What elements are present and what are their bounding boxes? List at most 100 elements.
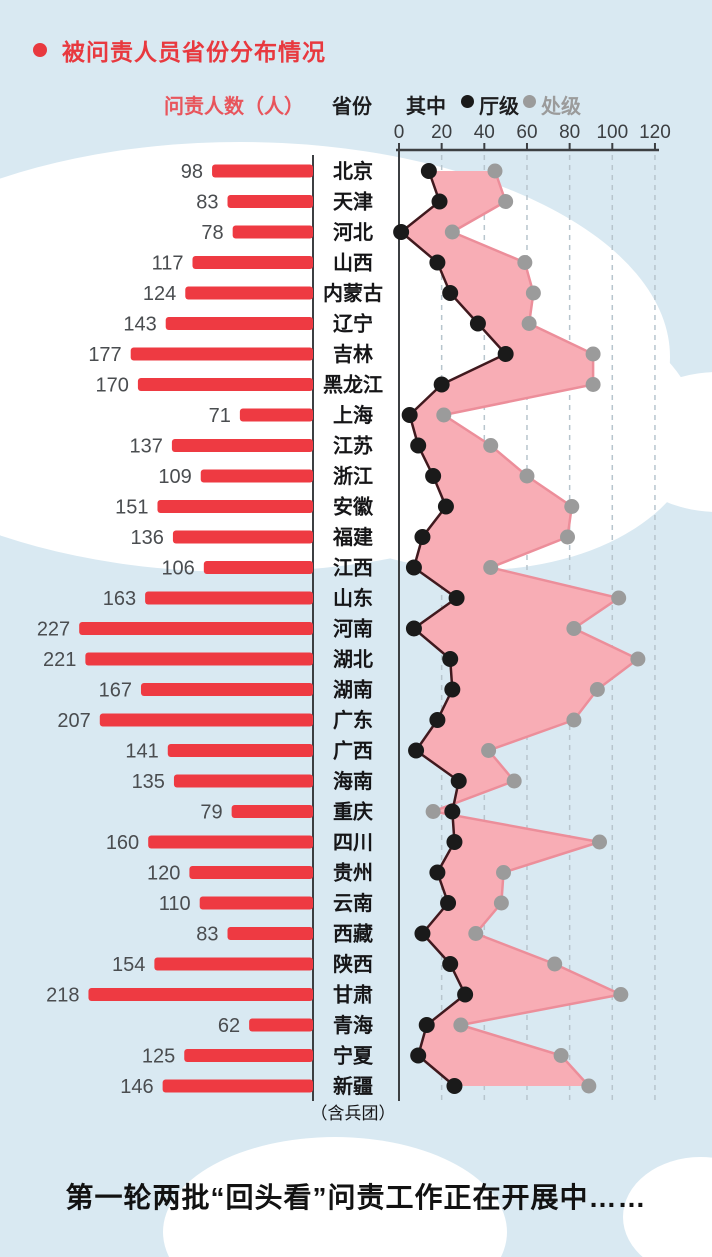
- bullet-icon: [33, 43, 47, 57]
- province-bar: [231, 805, 313, 818]
- tingji-dot: [497, 346, 514, 362]
- province-bar: [185, 286, 313, 300]
- bar-value-label: 221: [43, 649, 76, 671]
- axis-tick-label: 40: [474, 122, 495, 143]
- province-bar: [249, 1018, 313, 1032]
- count-column-header: 问责人数（人）: [164, 96, 304, 118]
- province-label: 湖南: [333, 679, 373, 702]
- province-bar: [165, 317, 313, 330]
- province-label: 辽宁: [333, 312, 373, 336]
- tingji-dot: [410, 1047, 427, 1064]
- province-label: 内蒙古: [323, 281, 383, 305]
- province-bar: [99, 713, 313, 727]
- province-label: 贵州: [333, 862, 373, 885]
- tingji-dot: [425, 468, 442, 484]
- distribution-chart: 0 20 40 60 80 100 120 98 北京 83 天津 78 河北 117 山西 124 内蒙古 14…: [37, 122, 671, 1123]
- province-bar: [173, 774, 313, 788]
- bar-value-label: 120: [147, 863, 180, 885]
- province-label: 江苏: [333, 435, 373, 458]
- chuji-dot: [613, 987, 629, 1002]
- chuji-dot: [506, 773, 522, 789]
- chuji-dot: [581, 1078, 597, 1094]
- chuji-dot: [611, 590, 627, 606]
- legend-tingji-label: 厅级: [479, 96, 519, 118]
- axis-tick-label: 120: [639, 122, 671, 143]
- bar-value-label: 146: [120, 1076, 153, 1098]
- tingji-dot: [442, 285, 459, 301]
- province-label: 湖北: [333, 648, 373, 671]
- province-label: 四川: [333, 832, 373, 854]
- province-label: 陕西: [333, 952, 373, 976]
- bar-value-label: 227: [37, 619, 70, 641]
- province-label: 北京: [333, 159, 373, 183]
- tingji-dot: [457, 986, 474, 1003]
- province-bar: [130, 347, 313, 361]
- bar-value-label: 154: [112, 954, 145, 976]
- province-bar: [85, 652, 314, 666]
- bar-value-label: 83: [196, 924, 218, 946]
- province-bar: [137, 378, 313, 391]
- province-label: 江西: [333, 557, 373, 580]
- range-area: [401, 171, 638, 1086]
- province-bar: [212, 164, 313, 178]
- province-bar: [148, 835, 313, 849]
- bar-value-label: 137: [130, 436, 163, 458]
- chuji-dot: [487, 163, 503, 179]
- bar-value-label: 117: [152, 253, 184, 275]
- province-bar: [145, 591, 313, 605]
- tingji-dot: [429, 254, 446, 271]
- province-label: 天津: [333, 191, 373, 214]
- tingji-dot: [414, 529, 431, 545]
- chuji-dot: [483, 438, 499, 453]
- page-title: 被问责人员省份分布情况: [62, 39, 326, 65]
- axis-tick-label: 100: [596, 122, 628, 143]
- tingji-dot: [410, 437, 427, 454]
- chuji-dot: [525, 285, 541, 301]
- province-bar: [154, 957, 313, 971]
- province-label: 云南: [333, 892, 373, 915]
- chuji-dot: [444, 224, 460, 240]
- province-bar: [203, 561, 313, 574]
- chuji-dot: [630, 651, 646, 667]
- bar-value-label: 163: [103, 588, 136, 610]
- chuji-dot: [547, 956, 563, 972]
- province-label: 甘肃: [333, 984, 373, 1007]
- province-bar: [232, 225, 313, 239]
- bar-value-label: 141: [125, 741, 158, 763]
- chuji-dot: [585, 377, 601, 392]
- axis-tick-label: 0: [394, 122, 405, 143]
- province-label: 宁夏: [333, 1044, 374, 1068]
- chuji-dot: [496, 865, 512, 880]
- tingji-dot: [418, 1017, 435, 1033]
- bar-value-label: 207: [57, 710, 90, 732]
- bar-value-label: 218: [46, 985, 79, 1007]
- bar-value-label: 135: [132, 771, 165, 793]
- chuji-dot: [468, 926, 484, 941]
- chuji-dot: [493, 895, 509, 911]
- province-bar: [167, 744, 313, 757]
- tingji-dot: [431, 193, 448, 210]
- tingji-dot: [401, 407, 418, 423]
- province-bar: [162, 1079, 313, 1093]
- legend-chuji-label: 处级: [541, 96, 581, 118]
- bar-value-label: 170: [96, 375, 129, 397]
- bar-value-label: 79: [200, 802, 222, 824]
- province-bar: [184, 1049, 313, 1062]
- chuji-dot: [436, 407, 452, 423]
- tingji-dot: [408, 742, 425, 759]
- province-label: 山东: [333, 586, 373, 610]
- chuji-dot: [566, 621, 582, 636]
- province-label: 海南: [333, 769, 373, 793]
- province-bar: [171, 439, 313, 452]
- tingji-dot: [448, 590, 465, 606]
- province-bar: [79, 622, 313, 635]
- chuji-dot: [481, 743, 497, 758]
- province-bar: [239, 408, 313, 422]
- chuji-dot: [553, 1048, 569, 1063]
- tingji-dot: [405, 559, 422, 576]
- province-label: 青海: [333, 1013, 373, 1037]
- axis-tick-label: 80: [559, 122, 580, 143]
- bar-value-label: 83: [196, 192, 218, 214]
- chuji-dot: [585, 346, 601, 362]
